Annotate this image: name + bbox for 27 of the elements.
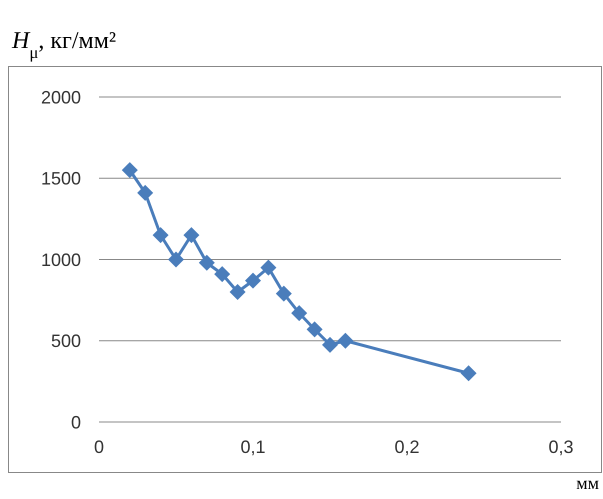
- point: [276, 286, 292, 302]
- y-tick-label: 2000: [40, 87, 81, 108]
- point: [230, 284, 246, 300]
- point: [137, 184, 154, 201]
- point: [322, 336, 338, 353]
- point: [122, 162, 138, 178]
- point: [460, 365, 477, 382]
- point: [183, 227, 200, 244]
- point: [337, 332, 354, 349]
- y-tick-label: 0: [70, 412, 81, 432]
- x-axis-title: мм: [576, 473, 599, 494]
- point: [306, 321, 323, 338]
- y-tick-label: 1000: [40, 250, 81, 270]
- x-tick-label: 0,1: [240, 436, 266, 457]
- y-tick-label: 1500: [40, 168, 81, 189]
- point: [152, 227, 169, 244]
- point: [198, 254, 215, 271]
- x-tick-label: 0,3: [548, 436, 574, 457]
- x-tick-label: 0: [94, 436, 104, 457]
- point: [168, 252, 184, 268]
- point: [291, 305, 308, 322]
- point: [260, 260, 276, 276]
- x-tick-label: 0,2: [394, 436, 420, 457]
- point: [245, 272, 261, 289]
- point: [214, 266, 230, 282]
- y-axis-title: H$_{μ}$, кг/мм²: [11, 28, 116, 62]
- y-tick-label: 500: [50, 331, 81, 352]
